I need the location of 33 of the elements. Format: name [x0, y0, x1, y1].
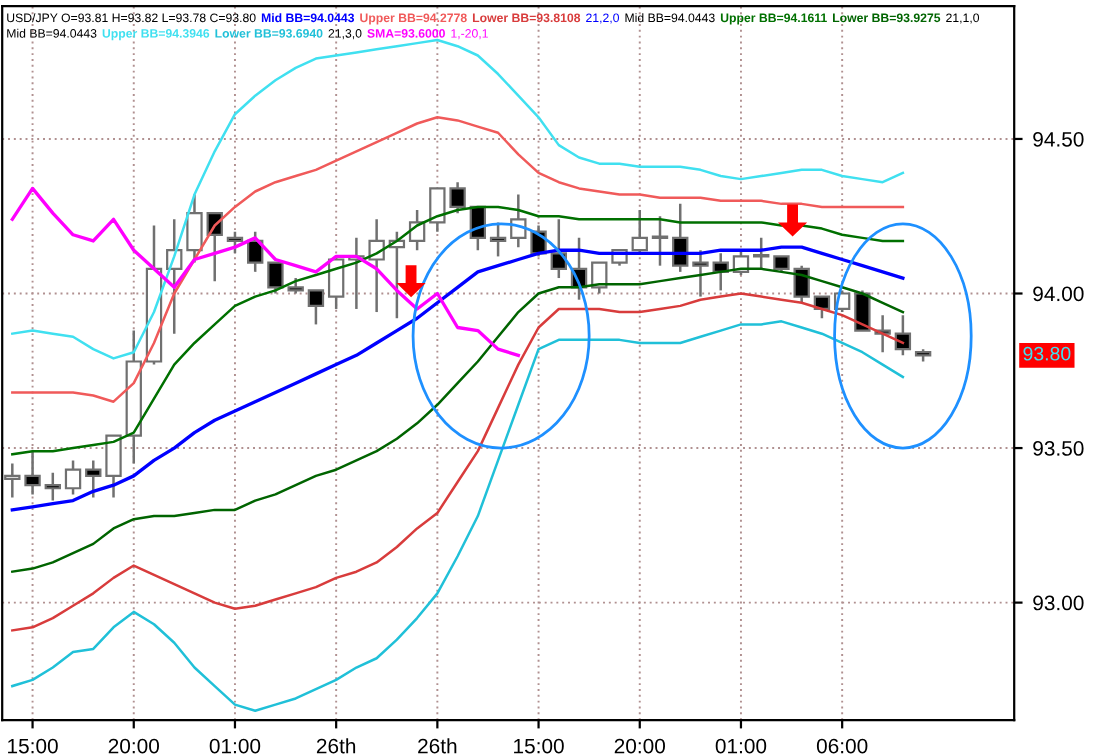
- line-series: [10, 186, 520, 357]
- candlestick: [631, 208, 648, 255]
- x-tick-label: 01:00: [209, 738, 261, 754]
- x-tick-label: 26th: [418, 738, 457, 754]
- candlestick: [651, 214, 669, 267]
- y-tick-label: 93.50: [1033, 441, 1084, 456]
- candlestick: [489, 221, 507, 258]
- y-tick-label: 94.50: [1033, 131, 1084, 147]
- candlestick: [692, 248, 709, 298]
- y-tick-label: 93.00: [1033, 595, 1084, 611]
- candlestick: [753, 236, 770, 271]
- candlestick: [105, 434, 122, 499]
- candlestick: [267, 261, 284, 295]
- candlestick: [44, 471, 61, 502]
- x-tick-label: 01:00: [715, 738, 767, 754]
- y-tick-label: 94.00: [1033, 286, 1084, 302]
- x-tick-label: 26th: [316, 738, 356, 754]
- line-series: [11, 38, 905, 360]
- candlestick: [307, 289, 325, 326]
- x-tick-label: 06:00: [816, 738, 868, 754]
- candlestick: [591, 261, 608, 295]
- text: 93.80: [1023, 346, 1071, 361]
- x-tick-label: 15:00: [8, 738, 58, 754]
- candlestick: [85, 459, 102, 499]
- candlestick: [813, 295, 831, 320]
- x-tick-label: 20:00: [108, 738, 160, 754]
- candlestick: [226, 230, 244, 255]
- x-tick-label: 20:00: [614, 738, 666, 754]
- line-series: [11, 320, 905, 713]
- x-tick-label: 15:00: [514, 738, 564, 754]
- candlestick: [64, 459, 82, 496]
- candlestick: [186, 193, 203, 264]
- line-series: [11, 116, 905, 403]
